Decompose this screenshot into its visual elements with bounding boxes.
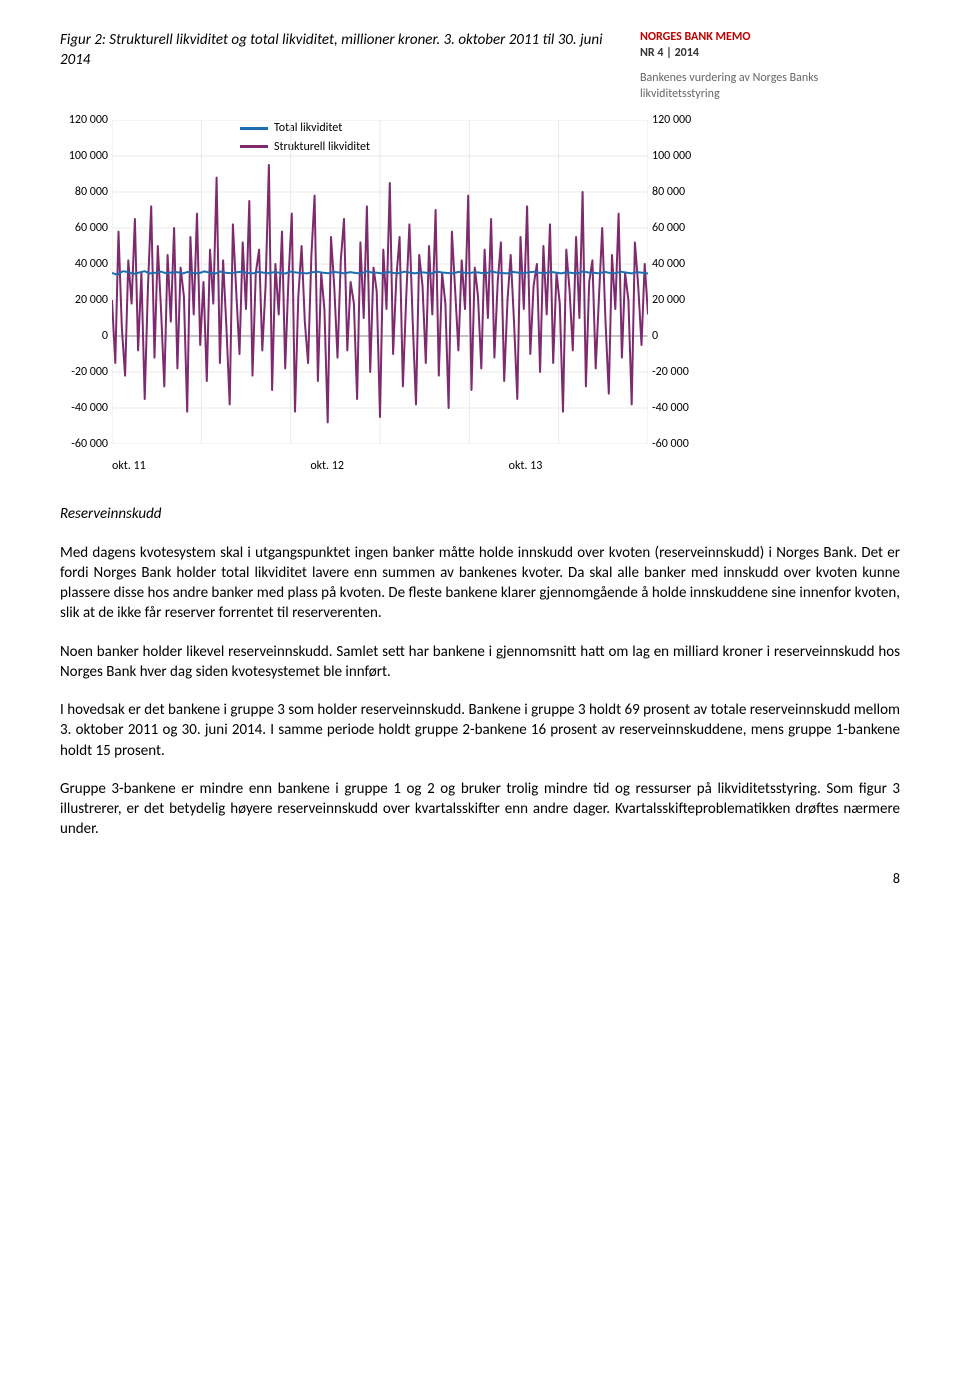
liquidity-chart: Total likviditet Strukturell likviditet … (60, 114, 700, 474)
y-tick-left: 20 000 (75, 292, 108, 308)
y-tick-left: 60 000 (75, 220, 108, 236)
y-tick-right: -20 000 (652, 364, 689, 380)
x-tick: okt. 12 (310, 458, 344, 474)
x-tick: okt. 11 (112, 458, 146, 474)
y-tick-left: 80 000 (75, 184, 108, 200)
x-tick: okt. 13 (509, 458, 543, 474)
y-tick-left: -60 000 (71, 436, 108, 452)
y-tick-left: 0 (102, 328, 108, 344)
y-tick-right: 100 000 (652, 148, 691, 164)
body-paragraph: I hovedsak er det bankene i gruppe 3 som… (60, 700, 900, 761)
body-paragraph: Noen banker holder likevel reserveinnsku… (60, 642, 900, 683)
memo-desc: Bankenes vurdering av Norges Banks likvi… (640, 71, 900, 102)
y-tick-right: 40 000 (652, 256, 685, 272)
y-tick-left: 40 000 (75, 256, 108, 272)
y-tick-left: -20 000 (71, 364, 108, 380)
y-tick-right: 120 000 (652, 112, 691, 128)
y-tick-right: 0 (652, 328, 658, 344)
chart-plot (112, 120, 648, 444)
section-title: Reserveinnskudd (60, 504, 900, 524)
y-tick-left: 100 000 (69, 148, 108, 164)
figure-caption: Figur 2: Strukturell likviditet og total… (60, 30, 620, 71)
y-tick-left: 120 000 (69, 112, 108, 128)
y-tick-right: 60 000 (652, 220, 685, 236)
body-paragraph: Gruppe 3-bankene er mindre enn bankene i… (60, 779, 900, 840)
y-tick-left: -40 000 (71, 400, 108, 416)
y-tick-right: -60 000 (652, 436, 689, 452)
body-paragraph: Med dagens kvotesystem skal i utgangspun… (60, 543, 900, 624)
memo-issue: NR 4 | 2014 (640, 46, 900, 62)
memo-title: NORGES BANK MEMO (640, 30, 900, 46)
page-number: 8 (60, 870, 900, 889)
y-tick-right: 80 000 (652, 184, 685, 200)
y-tick-right: -40 000 (652, 400, 689, 416)
y-tick-right: 20 000 (652, 292, 685, 308)
memo-block: NORGES BANK MEMO NR 4 | 2014 Bankenes vu… (640, 30, 900, 102)
